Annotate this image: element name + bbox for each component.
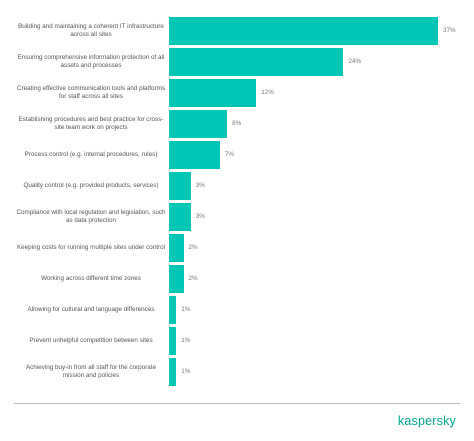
- bar: [169, 110, 228, 138]
- value-label: 1%: [181, 368, 191, 375]
- category-label: Working across different time zones: [41, 275, 141, 282]
- category-label: Quality control (e.g. provided products,…: [23, 182, 159, 189]
- value-label: 12%: [261, 89, 274, 96]
- bar: [169, 234, 184, 262]
- category-label: Allowing for cultural and language diffe…: [27, 306, 155, 313]
- bar: [169, 141, 220, 169]
- category-label: Establishing procedures and best practic…: [18, 116, 164, 131]
- category-label: Prevent unhelpful competition between si…: [29, 337, 153, 344]
- logo: kaspersky: [397, 414, 456, 428]
- value-label: 3%: [195, 182, 205, 189]
- category-label: Process control (e.g. internal procedure…: [24, 151, 158, 158]
- value-label: 8%: [232, 120, 242, 127]
- bar: [169, 265, 184, 293]
- category-label: Ensuring comprehensive information prote…: [17, 54, 165, 69]
- bar: [169, 17, 438, 45]
- bar: [169, 327, 177, 355]
- bar: [169, 172, 191, 200]
- value-label: 2%: [188, 244, 198, 251]
- value-label: 7%: [224, 151, 234, 158]
- bar: [169, 203, 191, 231]
- category-label: Achieving buy-in from all staff for the …: [25, 364, 157, 379]
- bar: [169, 79, 257, 107]
- value-label: 24%: [348, 58, 362, 65]
- footer-rule: [14, 403, 460, 404]
- value-label: 1%: [181, 306, 191, 313]
- category-label: Building and maintaining a coherent IT i…: [18, 23, 164, 38]
- value-label: 2%: [188, 275, 198, 282]
- category-label: Compliance with local regulation and leg…: [16, 209, 166, 224]
- value-label: 37%: [443, 27, 456, 34]
- bar: [169, 48, 344, 76]
- category-label: Creating effective communication tools a…: [17, 85, 165, 100]
- bar: [169, 296, 177, 324]
- value-label: 3%: [195, 213, 205, 220]
- category-label: Keeping costs for running multiple sites…: [16, 244, 166, 251]
- bar: [169, 358, 177, 386]
- value-label: 1%: [181, 337, 191, 344]
